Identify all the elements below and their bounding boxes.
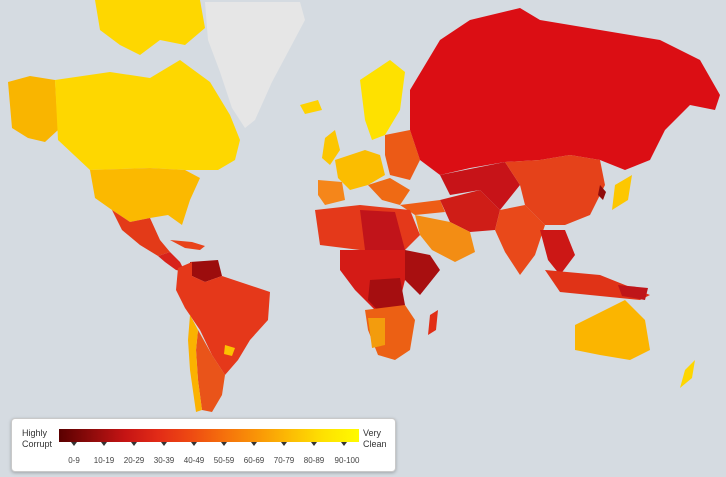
alaska[interactable] (8, 76, 58, 142)
legend: Highly Corrupt 0-9 10-19 20-29 30-39 40-… (11, 418, 396, 472)
iceland[interactable] (300, 100, 322, 114)
south-america[interactable] (176, 262, 270, 375)
tick-marker (161, 442, 167, 446)
legend-ticks (59, 442, 359, 446)
middle-east[interactable] (440, 190, 500, 232)
legend-range: 80-89 (303, 456, 325, 465)
iberia[interactable] (318, 180, 345, 205)
legend-left-label-line2: Corrupt (22, 439, 53, 449)
legend-range: 50-59 (213, 456, 235, 465)
caribbean[interactable] (170, 240, 205, 250)
western-europe[interactable] (335, 150, 385, 190)
uk[interactable] (322, 130, 340, 165)
arabia[interactable] (415, 215, 475, 262)
australia[interactable] (575, 300, 650, 360)
canada[interactable] (55, 60, 240, 170)
legend-range: 90-100 (334, 456, 360, 465)
china[interactable] (505, 155, 605, 225)
legend-range: 70-79 (273, 456, 295, 465)
tick-marker (101, 442, 107, 446)
chile[interactable] (188, 315, 202, 412)
japan[interactable] (612, 175, 632, 210)
mexico[interactable] (112, 210, 170, 256)
usa[interactable] (90, 168, 200, 225)
turkey[interactable] (400, 200, 445, 215)
tick-marker (341, 442, 347, 446)
legend-range: 40-49 (183, 456, 205, 465)
venezuela[interactable] (190, 260, 222, 282)
madagascar[interactable] (428, 310, 438, 335)
central-america[interactable] (158, 252, 185, 272)
legend-range: 30-39 (153, 456, 175, 465)
scandinavia[interactable] (360, 60, 405, 140)
uruguay[interactable] (224, 345, 235, 356)
india[interactable] (495, 205, 545, 275)
png[interactable] (618, 285, 648, 300)
italy-balkans[interactable] (368, 178, 410, 205)
legend-left-label: Highly Corrupt (22, 428, 52, 450)
legend-left-label-line1: Highly (22, 428, 48, 438)
tick-marker (71, 442, 77, 446)
legend-range: 10-19 (93, 456, 115, 465)
chile-argentina[interactable] (196, 330, 225, 412)
russia[interactable] (410, 8, 720, 175)
legend-right-label-line1: Very (363, 428, 382, 438)
legend-range: 20-29 (123, 456, 145, 465)
eastern-europe[interactable] (385, 130, 420, 180)
korea[interactable] (598, 185, 606, 200)
horn-of-africa[interactable] (405, 250, 440, 295)
central-asia[interactable] (440, 162, 520, 210)
legend-range: 60-69 (243, 456, 265, 465)
tick-marker (131, 442, 137, 446)
sahel[interactable] (360, 210, 405, 262)
tick-marker (191, 442, 197, 446)
legend-range: 0-9 (68, 456, 80, 465)
tick-marker (221, 442, 227, 446)
new-zealand[interactable] (680, 360, 695, 388)
greenland[interactable] (205, 2, 305, 128)
legend-right-label-line2: Clean (363, 439, 387, 449)
namibia-botswana[interactable] (368, 318, 385, 348)
legend-color-bar (59, 429, 359, 442)
tick-marker (311, 442, 317, 446)
legend-right-label: Very Clean (363, 428, 387, 450)
canada-arctic-islands[interactable] (95, 0, 205, 55)
tick-marker (281, 442, 287, 446)
tick-marker (251, 442, 257, 446)
se-asia[interactable] (540, 230, 575, 275)
